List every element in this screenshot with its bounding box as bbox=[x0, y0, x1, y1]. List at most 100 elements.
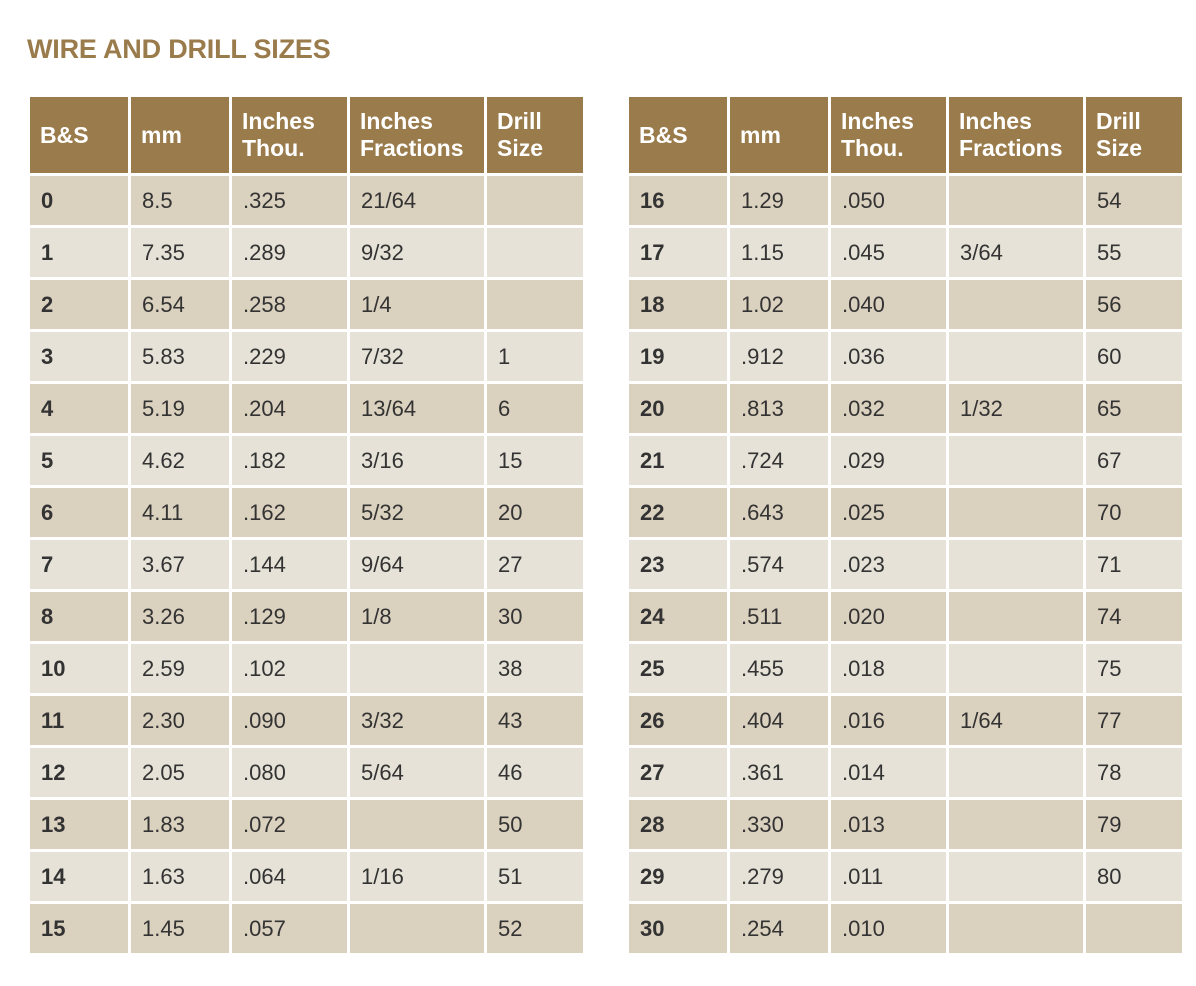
cell-inches-fractions: 7/32 bbox=[350, 332, 484, 381]
cell-mm: .574 bbox=[730, 540, 828, 589]
cell-inches-thou: .102 bbox=[232, 644, 347, 693]
table-body-right: 16 1.29.050 54 17 1.15.045 3/64 55 18 1.02.040 56… bbox=[629, 176, 1182, 953]
cell-drill-size: 1 bbox=[487, 332, 583, 381]
cell-inches-thou: .025 bbox=[831, 488, 946, 537]
cell-bs: 0 bbox=[30, 176, 128, 225]
table-row: 29.279.011 80 bbox=[629, 852, 1182, 901]
cell-inches-thou: .229 bbox=[232, 332, 347, 381]
cell-inches-fractions bbox=[949, 488, 1083, 537]
cell-drill-size: 27 bbox=[487, 540, 583, 589]
table-row: 28.330.013 79 bbox=[629, 800, 1182, 849]
cell-drill-size: 46 bbox=[487, 748, 583, 797]
cell-bs: 24 bbox=[629, 592, 727, 641]
cell-inches-fractions bbox=[949, 748, 1083, 797]
cell-inches-fractions bbox=[949, 540, 1083, 589]
cell-drill-size bbox=[487, 280, 583, 329]
cell-inches-fractions: 1/64 bbox=[949, 696, 1083, 745]
cell-drill-size: 50 bbox=[487, 800, 583, 849]
header-inches-fractions-line1: Inches bbox=[959, 108, 1032, 134]
cell-inches-thou: .023 bbox=[831, 540, 946, 589]
cell-inches-fractions bbox=[949, 592, 1083, 641]
cell-mm: .361 bbox=[730, 748, 828, 797]
cell-bs: 14 bbox=[30, 852, 128, 901]
cell-inches-thou: .040 bbox=[831, 280, 946, 329]
table-row: 12 2.05.080 5/64 46 bbox=[30, 748, 583, 797]
cell-inches-thou: .029 bbox=[831, 436, 946, 485]
cell-bs: 23 bbox=[629, 540, 727, 589]
cell-drill-size: 78 bbox=[1086, 748, 1182, 797]
cell-mm: .912 bbox=[730, 332, 828, 381]
cell-bs: 6 bbox=[30, 488, 128, 537]
table-row: 13 1.83.072 50 bbox=[30, 800, 583, 849]
cell-inches-fractions: 3/32 bbox=[350, 696, 484, 745]
header-inches-thou: Inches Thou. bbox=[831, 97, 946, 173]
cell-mm: 1.29 bbox=[730, 176, 828, 225]
cell-bs: 28 bbox=[629, 800, 727, 849]
table-row: 2 6.54.258 1/4 bbox=[30, 280, 583, 329]
cell-bs: 25 bbox=[629, 644, 727, 693]
cell-mm: .330 bbox=[730, 800, 828, 849]
cell-bs: 13 bbox=[30, 800, 128, 849]
header-bs: B&S bbox=[629, 97, 727, 173]
cell-bs: 12 bbox=[30, 748, 128, 797]
cell-bs: 22 bbox=[629, 488, 727, 537]
cell-inches-thou: .204 bbox=[232, 384, 347, 433]
cell-drill-size: 67 bbox=[1086, 436, 1182, 485]
header-inches-thou-line2: Thou. bbox=[242, 135, 305, 161]
cell-drill-size: 43 bbox=[487, 696, 583, 745]
cell-mm: .455 bbox=[730, 644, 828, 693]
cell-mm: 1.15 bbox=[730, 228, 828, 277]
cell-inches-fractions: 5/64 bbox=[350, 748, 484, 797]
cell-mm: 2.30 bbox=[131, 696, 229, 745]
cell-inches-thou: .162 bbox=[232, 488, 347, 537]
cell-inches-thou: .080 bbox=[232, 748, 347, 797]
table-row: 15 1.45.057 52 bbox=[30, 904, 583, 953]
cell-drill-size: 60 bbox=[1086, 332, 1182, 381]
header-drill-size: Drill Size bbox=[487, 97, 583, 173]
cell-mm: .724 bbox=[730, 436, 828, 485]
cell-inches-fractions bbox=[949, 644, 1083, 693]
cell-bs: 4 bbox=[30, 384, 128, 433]
cell-drill-size: 71 bbox=[1086, 540, 1182, 589]
header-mm: mm bbox=[131, 97, 229, 173]
header-inches-thou-line2: Thou. bbox=[841, 135, 904, 161]
table-row: 18 1.02.040 56 bbox=[629, 280, 1182, 329]
cell-inches-fractions bbox=[949, 904, 1083, 953]
cell-inches-fractions: 1/32 bbox=[949, 384, 1083, 433]
cell-drill-size: 51 bbox=[487, 852, 583, 901]
cell-inches-thou: .036 bbox=[831, 332, 946, 381]
cell-drill-size: 54 bbox=[1086, 176, 1182, 225]
cell-inches-fractions bbox=[949, 332, 1083, 381]
cell-inches-fractions: 3/16 bbox=[350, 436, 484, 485]
cell-mm: .404 bbox=[730, 696, 828, 745]
cell-bs: 19 bbox=[629, 332, 727, 381]
table-row: 10 2.59.102 38 bbox=[30, 644, 583, 693]
cell-mm: .813 bbox=[730, 384, 828, 433]
cell-bs: 3 bbox=[30, 332, 128, 381]
page-title: WIRE AND DRILL SIZES bbox=[27, 34, 331, 64]
cell-mm: .279 bbox=[730, 852, 828, 901]
cell-drill-size: 65 bbox=[1086, 384, 1182, 433]
cell-mm: 1.45 bbox=[131, 904, 229, 953]
cell-inches-thou: .014 bbox=[831, 748, 946, 797]
cell-inches-thou: .018 bbox=[831, 644, 946, 693]
cell-bs: 15 bbox=[30, 904, 128, 953]
cell-bs: 2 bbox=[30, 280, 128, 329]
cell-drill-size: 20 bbox=[487, 488, 583, 537]
cell-inches-fractions: 5/32 bbox=[350, 488, 484, 537]
cell-mm: 1.63 bbox=[131, 852, 229, 901]
cell-inches-fractions: 21/64 bbox=[350, 176, 484, 225]
wire-size-table-left: B&S mm Inches Thou. Inches Fractions Dri… bbox=[27, 94, 586, 956]
cell-inches-fractions bbox=[949, 176, 1083, 225]
cell-drill-size: 80 bbox=[1086, 852, 1182, 901]
cell-mm: 6.54 bbox=[131, 280, 229, 329]
cell-inches-thou: .016 bbox=[831, 696, 946, 745]
cell-drill-size bbox=[487, 228, 583, 277]
cell-inches-fractions: 3/64 bbox=[949, 228, 1083, 277]
cell-mm: 8.5 bbox=[131, 176, 229, 225]
cell-inches-thou: .072 bbox=[232, 800, 347, 849]
table-row: 22.643.025 70 bbox=[629, 488, 1182, 537]
cell-drill-size: 74 bbox=[1086, 592, 1182, 641]
table-row: 4 5.19.204 13/64 6 bbox=[30, 384, 583, 433]
cell-inches-fractions bbox=[949, 800, 1083, 849]
